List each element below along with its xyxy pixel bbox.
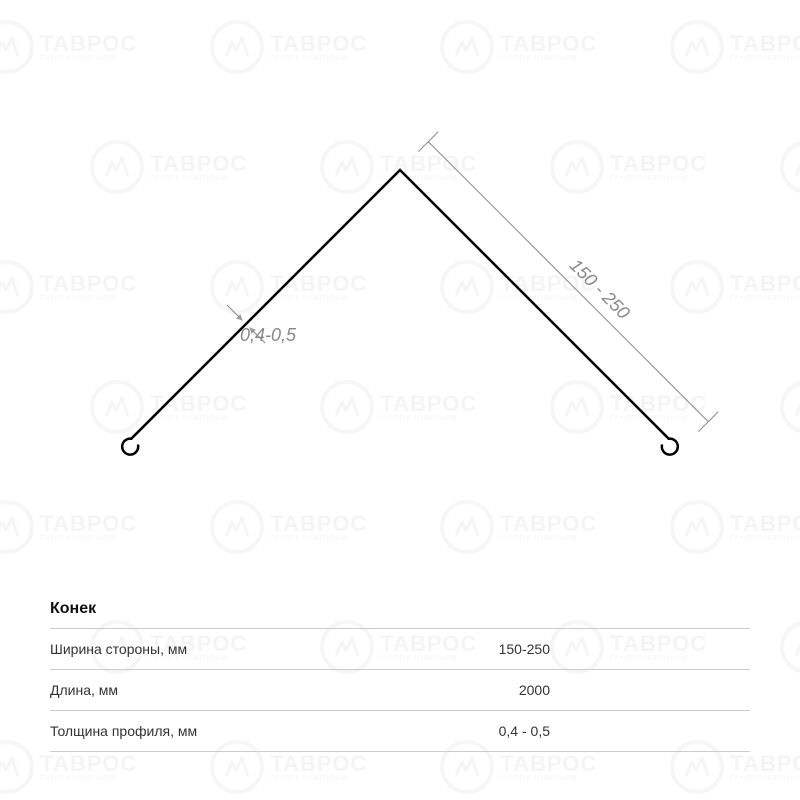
- spec-row: Длина, мм2000: [50, 669, 750, 710]
- watermark-sub: ГРУППА КОМПАНИЙ: [730, 775, 800, 782]
- spec-row-value: 2000: [430, 682, 550, 698]
- thickness-dimension-label: 0,4-0,5: [240, 325, 296, 346]
- spec-row-label: Толщина профиля, мм: [50, 723, 430, 739]
- spec-row-label: Длина, мм: [50, 682, 430, 698]
- watermark-sub: ГРУППА КОМПАНИЙ: [500, 775, 597, 782]
- watermark-main: ТАВРОС: [500, 753, 597, 775]
- watermark-sub: ГРУППА КОМПАНИЙ: [40, 775, 137, 782]
- spec-title: Конек: [50, 600, 750, 628]
- spec-row: Толщина профиля, мм0,4 - 0,5: [50, 710, 750, 752]
- watermark-logo-icon: [780, 620, 800, 674]
- watermark-logo-icon: [0, 740, 34, 794]
- watermark-main: ТАВРОС: [40, 753, 137, 775]
- spec-table: Конек Ширина стороны, мм150-250Длина, мм…: [50, 600, 750, 752]
- spec-row-label: Ширина стороны, мм: [50, 641, 430, 657]
- profile-diagram: 0,4-0,5 150 - 250: [0, 0, 800, 600]
- spec-row: Ширина стороны, мм150-250: [50, 628, 750, 669]
- spec-row-value: 150-250: [430, 641, 550, 657]
- watermark-sub: ГРУППА КОМПАНИЙ: [270, 775, 367, 782]
- profile-right-hook: [662, 439, 678, 455]
- side-dimension-line: [428, 142, 708, 422]
- thickness-arrow: [227, 305, 243, 321]
- watermark-main: ТАВРОС: [270, 753, 367, 775]
- spec-row-value: 0,4 - 0,5: [430, 723, 550, 739]
- profile-outline: [131, 170, 668, 439]
- profile-left-hook: [122, 439, 138, 455]
- watermark-main: ТАВРОС: [730, 753, 800, 775]
